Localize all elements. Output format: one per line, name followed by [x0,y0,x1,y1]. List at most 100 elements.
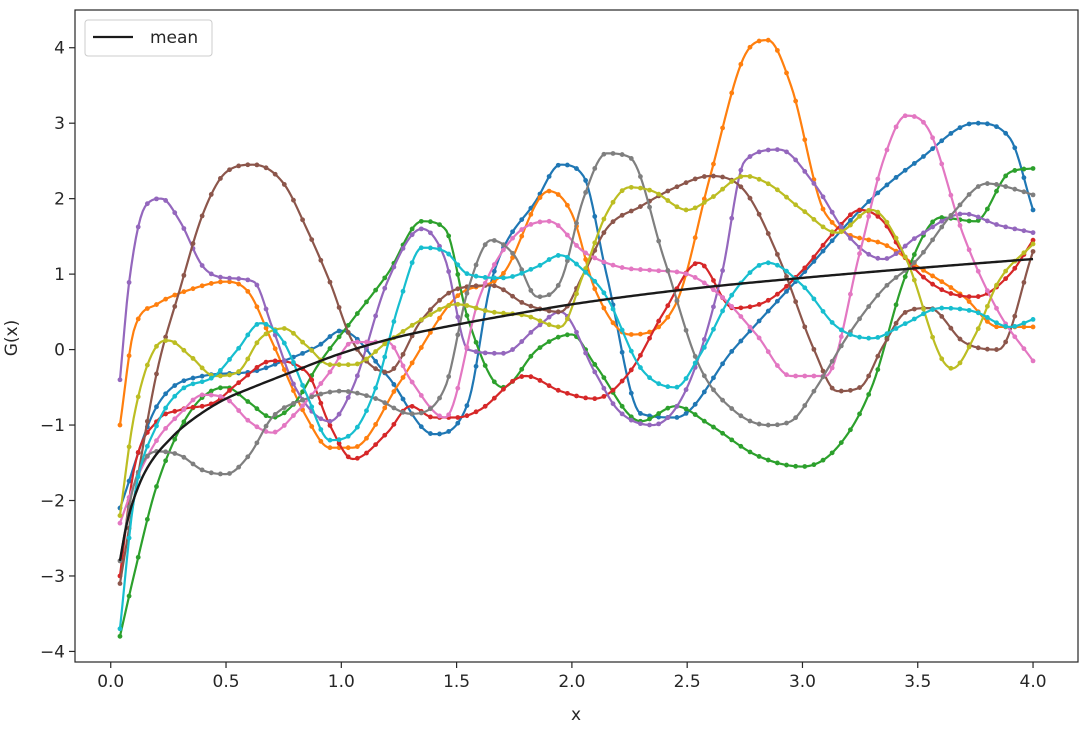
series-3-point [364,299,369,305]
series-6-point [619,212,625,218]
series-5-point [674,403,680,409]
series-3-point [327,346,333,351]
series-9-point [683,207,689,213]
series-6-point [391,366,397,371]
series-4-point [190,404,196,410]
series-1-point [272,361,278,367]
series-8-point [564,258,570,264]
series-5-point [574,329,579,335]
series-8-point [820,374,826,380]
series-10-point [610,306,616,312]
series-10-point [930,307,935,312]
series-10-point [1030,317,1036,322]
series-7-point [628,266,634,272]
series-9-point [309,348,315,353]
series-1-point [199,373,205,379]
series-2-point [711,161,716,167]
series-7-point [784,372,789,378]
series-6-point [272,171,278,177]
series-2-point [884,243,890,249]
series-10-point [574,261,579,267]
series-1-point [327,334,333,339]
series-10-point [994,320,999,326]
series-7-point [391,345,397,350]
series-8-point [747,418,753,424]
series-1-point [491,268,497,274]
series-8-point [957,202,963,208]
series-10-point [455,262,461,268]
series-5-point [336,411,342,417]
series-2-point [583,257,589,262]
series-3-point [1021,166,1027,172]
series-9-point [638,185,643,191]
series-6-point [683,180,689,186]
series-4-point [491,395,497,401]
series-6-point [610,219,616,225]
series-8-point [181,454,187,460]
series-3-point [811,462,817,468]
series-4-point [428,414,433,420]
series-9-point [528,314,534,320]
series-7-point [318,381,324,386]
series-8-point [893,275,899,280]
series-5-point [537,322,543,328]
series-5-point [793,157,799,163]
series-9-point [592,240,598,246]
series-2-point [729,90,735,96]
series-8-point [455,332,461,338]
series-8-point [345,389,351,394]
series-4-point [537,378,543,383]
series-6-point [400,351,406,357]
series-3-point [382,275,388,281]
series-8-point [300,397,305,403]
series-6-point [692,176,698,182]
series-1-point [966,121,972,127]
series-8-point [199,467,205,473]
series-3-point [564,332,570,338]
series-3-point [647,416,652,422]
series-3-point [537,345,543,350]
series-3-point [455,272,461,277]
series-5-point [1012,226,1018,232]
series-8-point [400,409,406,415]
series-5-point [318,416,324,422]
series-6-point [528,303,534,309]
series-10-point [482,275,488,280]
series-2-point [254,304,260,310]
series-9-point [336,362,342,368]
series-9-point [218,373,223,379]
series-2-point [765,37,771,43]
series-10-point [336,437,342,443]
series-10-point [373,385,379,391]
series-8-point [802,403,808,408]
series-9-point [720,186,725,192]
series-2-point [875,239,881,245]
series-6-point [857,385,862,390]
series-8-point [555,283,561,288]
series-3-point [838,440,844,445]
series-7-point [647,267,652,273]
series-2-point [318,438,324,444]
series-2-point [218,279,223,285]
series-1-point [519,217,525,223]
series-6-point [218,176,223,181]
series-9-point [957,360,963,366]
series-3-point [601,375,607,381]
series-6-point [994,347,999,352]
series-10-point [236,345,242,351]
series-5-point [838,224,844,230]
series-10-point [391,319,397,324]
series-8-point [236,464,242,470]
series-5-point [875,255,881,261]
series-3-point [428,219,433,225]
series-4-point [163,411,169,417]
series-9-point [418,317,424,323]
series-4-point [921,274,926,280]
series-4-point [1012,265,1018,271]
series-5-point [400,245,406,251]
series-7-point [409,379,415,385]
series-5-point [729,215,735,221]
series-5-point [665,415,671,421]
series-1-point [902,167,908,173]
series-7-point [619,265,625,270]
